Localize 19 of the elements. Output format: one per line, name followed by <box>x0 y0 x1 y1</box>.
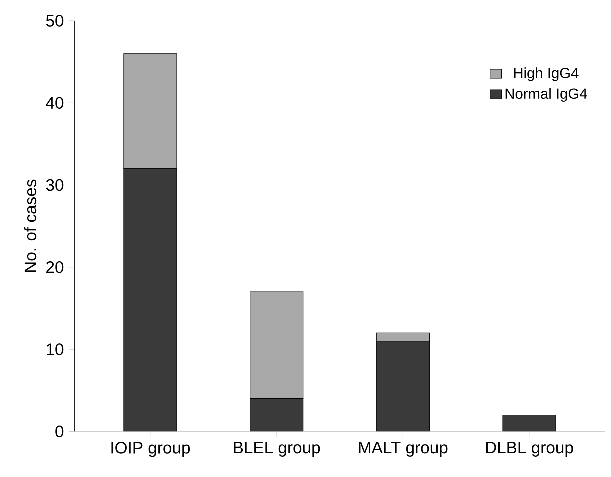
legend-label: High IgG4 <box>514 68 579 82</box>
x-tick-label: IOIP group <box>112 442 190 458</box>
bar <box>376 341 430 432</box>
y-axis-title: No. of cases <box>24 180 37 272</box>
bar <box>250 292 304 400</box>
legend-label: Normal IgG4 <box>506 88 588 102</box>
bar <box>250 398 304 432</box>
y-tick-label: 20 <box>46 262 64 274</box>
y-tick-label: 30 <box>46 179 64 192</box>
y-tick-label: 40 <box>46 97 64 110</box>
x-tick-label: MALT group <box>359 442 448 457</box>
bar <box>124 168 178 432</box>
x-tick-label: DLBL group <box>486 442 574 457</box>
bar <box>502 414 556 432</box>
bar <box>376 332 430 342</box>
y-tick-label: 0 <box>56 426 64 438</box>
x-tick-label: BLEL group <box>234 442 320 457</box>
y-tick-label: 10 <box>47 344 64 356</box>
y-tick-label: 50 <box>46 15 64 27</box>
